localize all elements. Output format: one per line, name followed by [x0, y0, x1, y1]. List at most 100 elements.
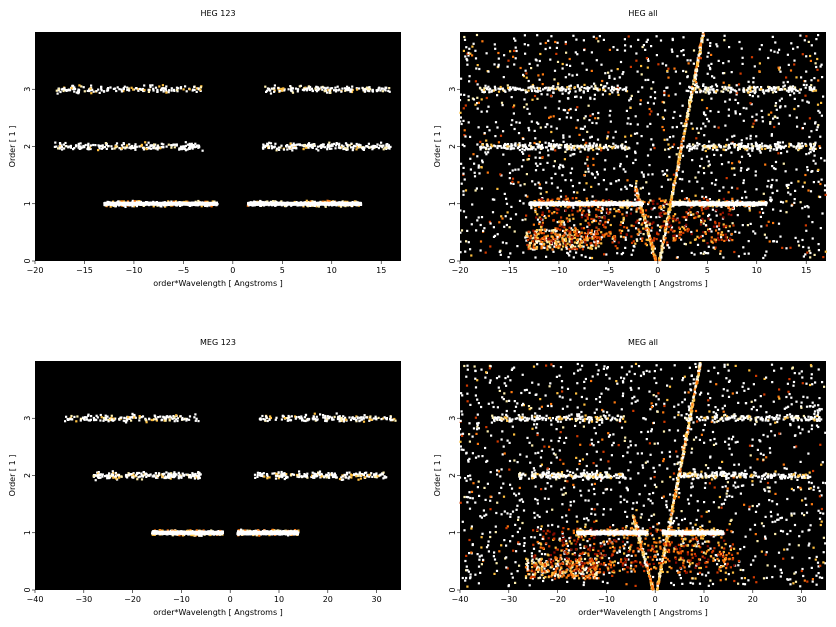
heatmap-cell — [605, 207, 608, 211]
heatmap-cell — [460, 77, 463, 80]
heatmap-cell — [624, 238, 627, 241]
heatmap-cell — [645, 181, 648, 184]
heatmap-cell — [607, 71, 610, 74]
heatmap-cell — [545, 235, 548, 238]
heatmap-cell — [706, 38, 709, 41]
heatmap-cell — [539, 126, 542, 129]
heatmap-cell — [546, 245, 549, 248]
heatmap-cell — [386, 143, 389, 146]
heatmap-cell — [598, 222, 601, 225]
heatmap-cell — [662, 129, 665, 132]
heatmap-cell — [527, 230, 530, 233]
heatmap-cell — [491, 198, 494, 201]
heatmap-cell — [479, 140, 482, 143]
heatmap-cell — [598, 35, 601, 38]
heatmap-cell — [792, 47, 795, 50]
heatmap-cell — [97, 144, 100, 147]
heatmap-cell — [824, 250, 827, 253]
heatmap-cell — [82, 86, 85, 89]
heatmap-cell — [548, 240, 551, 243]
heatmap-cell — [473, 171, 476, 174]
heatmap-cell — [608, 234, 611, 237]
heatmap-cell — [785, 211, 788, 214]
heatmap-cell — [644, 48, 647, 51]
heatmap-cell — [810, 130, 813, 133]
heatmap-cell — [567, 235, 570, 238]
heatmap-cell — [143, 88, 146, 92]
heatmap-cell — [758, 70, 761, 73]
x-tick-label: −5 — [177, 266, 189, 275]
heatmap-cell — [717, 233, 720, 236]
heatmap-cell — [597, 206, 600, 209]
heatmap-cell — [545, 255, 548, 258]
heatmap-cell — [535, 142, 538, 146]
heatmap-cell — [670, 48, 673, 51]
heatmap-cell — [770, 198, 773, 201]
heatmap-cell — [568, 57, 571, 61]
heatmap-cell — [648, 113, 651, 116]
heatmap-cell — [613, 235, 616, 238]
heatmap-cell — [153, 147, 156, 150]
heatmap-cell — [555, 242, 558, 246]
heatmap-cell — [727, 60, 730, 63]
heatmap-cell — [589, 136, 592, 139]
heatmap-cell — [557, 208, 560, 211]
x-tick-label: 5 — [280, 266, 285, 275]
heatmap-cell — [612, 46, 615, 49]
heatmap-cell — [566, 197, 569, 200]
heatmap-cell — [781, 246, 784, 249]
heatmap-cell — [596, 240, 599, 243]
heatmap-cell — [700, 206, 703, 210]
heatmap-cell — [462, 190, 465, 193]
heatmap-cell — [719, 252, 722, 255]
heatmap-cell — [801, 207, 804, 210]
heatmap-cell — [571, 247, 574, 250]
heatmap-cell — [781, 201, 785, 204]
heatmap-cell — [507, 59, 510, 62]
heatmap-cell — [479, 240, 483, 243]
heatmap-cell — [201, 149, 204, 152]
heatmap-cell — [672, 183, 675, 186]
heatmap-cell — [694, 80, 698, 84]
heatmap-cell — [749, 222, 752, 225]
heatmap-cell — [539, 238, 542, 241]
heatmap-cell — [762, 256, 765, 260]
heatmap-cell — [372, 147, 375, 150]
heatmap-cell — [522, 137, 525, 140]
heatmap-cell — [747, 152, 750, 155]
heatmap-cell — [188, 204, 191, 207]
heatmap-cell — [539, 200, 542, 203]
heatmap-cell — [465, 46, 468, 49]
heatmap-cell — [774, 167, 777, 171]
heatmap-cell — [706, 242, 709, 245]
heatmap-cell — [813, 77, 816, 80]
heatmap-cell — [806, 205, 809, 208]
heatmap-cell — [807, 40, 810, 43]
heatmap-cell — [541, 211, 544, 214]
heatmap-cell — [587, 205, 590, 208]
heatmap-cell — [630, 94, 633, 97]
heatmap-cell — [588, 119, 591, 122]
heatmap-cell — [614, 238, 617, 241]
heatmap-cell — [523, 98, 526, 101]
heatmap-cell — [149, 85, 152, 89]
heatmap-cell — [630, 235, 633, 238]
heatmap-cell — [548, 242, 552, 245]
heatmap-cell — [652, 255, 655, 258]
heatmap-cell — [737, 255, 740, 258]
heatmap-cell — [81, 146, 84, 149]
heatmap-cell — [745, 107, 748, 110]
heatmap-cell — [708, 140, 711, 143]
heatmap-cell — [749, 137, 752, 140]
heatmap-cell — [506, 84, 509, 87]
heatmap-cell — [625, 211, 628, 214]
heatmap-cell — [380, 141, 383, 144]
heatmap-cell — [697, 54, 700, 57]
heatmap-cell — [683, 216, 686, 219]
heatmap-cell — [585, 234, 588, 237]
heatmap-cell — [578, 181, 581, 185]
heatmap-cell — [700, 209, 704, 212]
heatmap-cell — [647, 78, 650, 81]
heatmap-cell — [686, 230, 689, 233]
heatmap-cell — [777, 222, 781, 225]
